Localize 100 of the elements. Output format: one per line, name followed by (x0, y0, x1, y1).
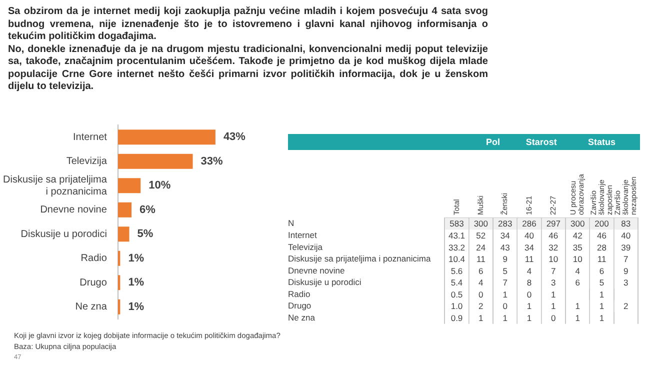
data-label: 6 (575, 278, 580, 288)
y-tick-label: Ne zna (288, 312, 316, 322)
data-label: 7 (502, 278, 508, 288)
data-label: 39 (621, 242, 631, 252)
bar (118, 154, 193, 169)
data-label: 1 (575, 301, 580, 312)
data-label: 1 (599, 312, 604, 323)
data-label: 5.6 (450, 266, 463, 276)
data-label: 42 (572, 230, 583, 240)
data-label: 300 (474, 218, 488, 229)
data-label: 1 (502, 289, 508, 300)
data-label: 5 (599, 278, 604, 288)
data-label: 10 (572, 254, 583, 264)
data-label: 7 (551, 266, 556, 276)
data-label: 24 (476, 242, 486, 252)
data-label: 583 (450, 218, 464, 229)
data-label: 10% (148, 180, 171, 192)
data-label: 11 (476, 254, 486, 264)
y-tick-label: Diskusije sa prijateljima i poznanicima (288, 254, 431, 264)
data-label: 283 (498, 218, 512, 229)
data-label: 1 (502, 312, 508, 323)
data-label: 0 (551, 312, 556, 323)
data-label: 9 (624, 266, 629, 276)
y-tick-label: Televizija (288, 242, 323, 252)
data-label: 4 (575, 266, 580, 276)
data-label: 40 (621, 230, 631, 240)
data-label: 33% (200, 155, 223, 168)
data-label: 33.2 (448, 242, 466, 252)
data-label: 32 (548, 242, 558, 252)
data-label: 5% (137, 228, 154, 240)
data-label: 1% (128, 252, 144, 264)
data-label: 1 (551, 289, 556, 300)
data-label: 1 (551, 301, 556, 312)
data-label: 1% (128, 276, 144, 289)
data-label: 40 (524, 230, 534, 240)
data-label: 0.5 (450, 289, 463, 300)
data-label: 200 (594, 218, 610, 229)
data-label: 3 (624, 278, 629, 288)
data-label: 34 (500, 230, 510, 240)
data-label: 1 (575, 312, 580, 323)
data-label: 0 (478, 289, 484, 300)
text: Pol (486, 136, 500, 147)
data-label: 43.1 (448, 230, 466, 240)
y-tick-label: Dnevne novine (288, 265, 345, 276)
data-label: 286 (522, 218, 537, 229)
data-label: 34 (524, 242, 534, 252)
data-label: 52 (476, 230, 486, 240)
data-label: 43 (500, 242, 510, 252)
y-tick-label: Drugo (80, 277, 108, 288)
data-label: 1 (526, 312, 532, 323)
data-label: 6 (599, 266, 604, 276)
data-label: 0 (502, 301, 508, 312)
data-label: 9 (502, 254, 508, 264)
bar (118, 202, 132, 218)
data-label: 5 (502, 266, 508, 276)
y-tick-label: Televizija (66, 156, 108, 168)
data-label: 1 (526, 301, 532, 312)
y-tick-label: Internet (73, 132, 108, 143)
text: No, donekle iznenađuje da je na drugom mjestu tradicionalni, konvencionalni medij poput televizije sa, takođe, značajnim procentulanim učešćem. Takođe je primjetno da je kod muškog dijela mlade populacije Crne Gore internet nešto češći primarni izvor političkih informacija, dok je u ženskom dijelu to televizija. (8, 44, 488, 94)
data-label: 46 (597, 230, 607, 240)
data-label: 4 (478, 278, 484, 288)
data-label: 7 (624, 254, 629, 264)
y-tick-label: Ne zna (75, 302, 108, 313)
data-label: 35 (572, 242, 583, 252)
data-label: 6% (140, 204, 156, 216)
y-tick-label: Diskusije u porodici (288, 277, 362, 288)
data-label: 300 (570, 218, 585, 229)
data-label: 11 (524, 254, 534, 264)
data-label: 11 (597, 254, 606, 264)
bar (118, 130, 216, 145)
y-tick-label: Internet (288, 230, 318, 240)
data-label: 2 (624, 301, 629, 312)
data-label: 2 (478, 301, 484, 312)
data-label: 10 (548, 254, 558, 264)
data-label: 83 (621, 218, 631, 229)
data-label: 0 (526, 289, 532, 300)
data-label: 3 (551, 278, 556, 288)
data-label: 43% (223, 131, 246, 144)
text: Sa obzirom da je internet medij koji zaokuplja pažnju većine mladih i kojem posvećuju 4 sata svog budnog vremena, nije iznenađenje što je to istovremeno i glavni kanal njihovog informisanja o tekućim političkim događajima. (8, 6, 488, 44)
y-tick-label: Diskusije u porodici (20, 228, 107, 240)
y-tick-label: Radio (288, 288, 310, 299)
data-label: 4 (526, 266, 532, 276)
y-tick-label: Drugo (288, 300, 312, 311)
bar (118, 226, 130, 242)
text: Starost (526, 136, 557, 147)
data-label: 1 (599, 289, 604, 300)
data-label: 1 (478, 312, 484, 323)
data-label: 1 (599, 301, 604, 312)
data-label: 6 (478, 266, 484, 276)
y-tick-label: Radio (80, 253, 108, 264)
data-label: 0.9 (450, 312, 463, 323)
data-label: 8 (526, 278, 532, 288)
data-label: 10.4 (448, 254, 466, 264)
data-label: 46 (548, 230, 558, 240)
data-label: 5.4 (450, 278, 463, 288)
text: Status (588, 136, 616, 147)
data-label: 1.0 (450, 301, 463, 312)
data-label: 28 (597, 242, 607, 252)
data-label: 1% (128, 300, 144, 313)
y-tick-label: Dnevne novine (40, 204, 108, 216)
